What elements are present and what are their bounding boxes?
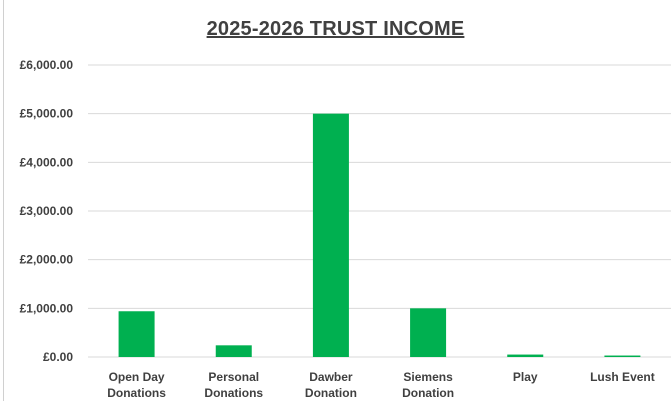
x-category-label: Siemens	[403, 370, 453, 384]
bar	[312, 113, 349, 358]
y-tick-label: £3,000.00	[20, 204, 74, 218]
x-category-label: Open Day	[109, 370, 165, 384]
x-category-label: Donation	[402, 386, 454, 400]
bar	[410, 308, 447, 357]
x-category-label: Personal	[208, 370, 259, 384]
bar	[604, 355, 641, 357]
y-tick-label: £1,000.00	[20, 301, 74, 315]
y-tick-label: £0.00	[43, 350, 73, 364]
frame-left-border	[3, 0, 4, 401]
x-category-label: Lush Event	[590, 370, 655, 384]
x-category-label: Play	[513, 370, 538, 384]
bar	[507, 354, 544, 357]
x-category-label: Donation	[305, 386, 357, 400]
x-category-label: Donations	[204, 386, 263, 400]
bar	[118, 311, 155, 357]
y-tick-label: £2,000.00	[20, 253, 74, 267]
x-category-label: Dawber	[309, 370, 353, 384]
x-category-label: Donations	[107, 386, 166, 400]
y-tick-label: £5,000.00	[20, 107, 74, 121]
bar	[215, 345, 252, 357]
y-tick-label: £6,000.00	[20, 58, 74, 72]
chart-title: 2025-2026 TRUST INCOME	[206, 18, 465, 40]
y-tick-label: £4,000.00	[20, 155, 74, 169]
